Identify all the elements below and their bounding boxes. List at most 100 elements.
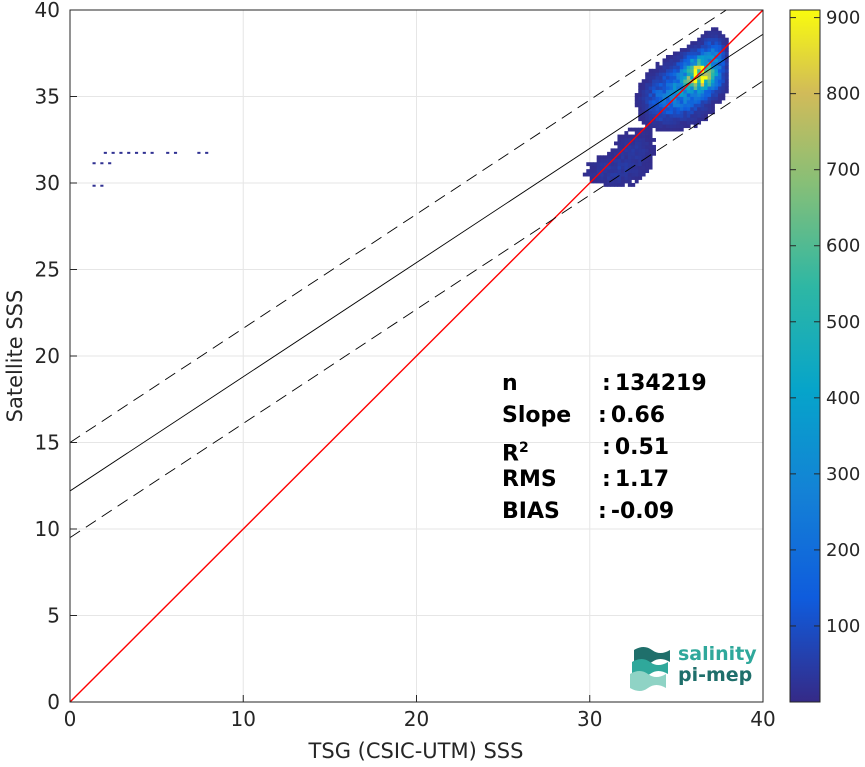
density-cell [683,120,688,125]
density-cell [620,151,625,156]
density-cell [610,155,615,160]
density-cell [620,155,625,160]
density-cell [648,158,653,163]
density-cell [690,44,695,49]
density-cell [624,155,629,160]
density-cell [700,54,705,59]
density-cell [693,54,698,59]
density-cell [641,79,646,84]
density-cell [707,75,712,80]
stats-number: 1.17 [614,467,670,492]
density-cell [721,82,726,87]
density-cell [717,54,722,59]
density-cell [638,127,643,132]
density-cell [693,93,698,97]
density-cell [103,151,107,154]
density-cell [711,110,715,115]
density-cell [724,65,729,70]
density-cell [600,155,604,160]
density-cell [693,48,698,52]
density-cell [634,155,639,160]
colorbar-ticks: 100 200 300 400 500 600 700 800 900 [790,8,860,637]
density-cell [582,172,587,177]
density-cell [665,82,670,87]
density-cell [690,54,695,59]
density-cell [108,162,112,165]
logo-text: salinity pi-mep [678,644,757,686]
density-cell [707,110,712,115]
density-cell [711,37,715,42]
density-cell [634,172,639,177]
density-cell [627,183,632,187]
density-cell [672,110,677,115]
density-cell [704,117,708,122]
density-cell [707,41,712,45]
density-cell [662,96,667,101]
y-tick-label: 20 [35,344,60,368]
density-cell [166,151,170,154]
density-cell [641,148,646,153]
density-cell [676,58,681,63]
density-cell [652,124,656,129]
density-cell [679,127,684,132]
density-cell [111,151,115,154]
density-cell [679,61,684,66]
density-cell [634,93,639,97]
density-cell [665,110,670,115]
density-cell [662,124,667,129]
density-cell [645,162,650,167]
density-cell [607,179,611,184]
density-cell [711,86,715,90]
density-cell [638,117,643,122]
density-cell [641,96,646,101]
density-cell [645,144,650,149]
density-cell [617,141,622,146]
density-cell [676,124,681,129]
density-cell [669,117,674,122]
density-cell [704,61,708,66]
density-cell [697,103,702,108]
density-cell [717,41,722,45]
density-cell [724,79,729,84]
density-cell [704,34,708,39]
density-cell [589,162,594,167]
density-cell [624,172,629,177]
density-cell [655,117,660,122]
density-cell [693,44,698,49]
density-cell [697,93,702,97]
density-cell [127,151,131,154]
density-cell [655,124,660,129]
colorbar-tick-label: 600 [826,236,860,257]
density-cell [714,79,719,84]
density-cell [655,110,660,115]
density-cell [627,172,632,177]
density-cell [645,169,650,174]
density-cell [665,61,670,66]
density-cell [100,162,104,165]
density-cell [645,117,650,122]
density-cell [679,106,684,111]
density-cell [714,27,719,32]
density-cell [620,138,625,142]
density-cell [693,68,698,73]
density-cell [150,151,154,154]
density-cell [683,72,688,77]
density-cell [617,183,622,187]
density-cell [714,37,719,42]
density-cell [704,48,708,52]
stats-key: R2 [502,440,529,467]
stats-colon: : [598,499,607,524]
density-cell [655,75,660,80]
density-cell [614,158,618,163]
density-cell [652,68,656,73]
density-cell [676,54,681,59]
y-tick-label: 25 [35,258,60,282]
density-cell [641,144,646,149]
density-cell [638,172,643,177]
density-cell [676,103,681,108]
density-cell [631,141,636,146]
density-cell [721,68,726,73]
density-cell [676,65,681,70]
density-cell [641,172,646,177]
density-cell [627,138,632,142]
